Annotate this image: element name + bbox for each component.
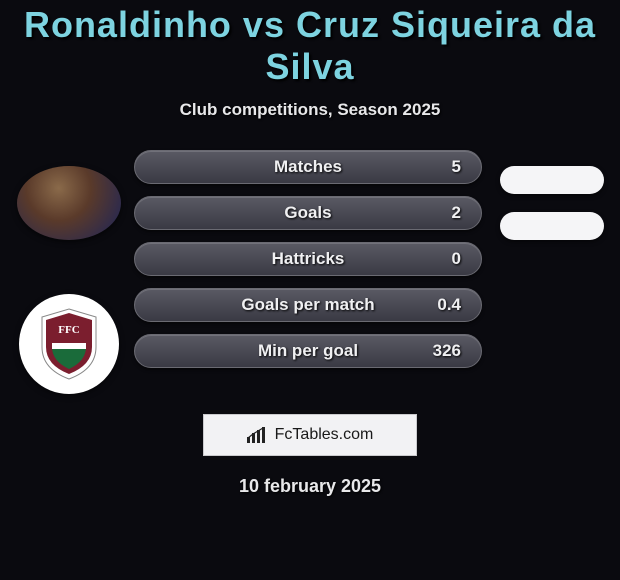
page-title: Ronaldinho vs Cruz Siqueira da Silva xyxy=(0,4,620,88)
shield-icon: FFC xyxy=(38,307,100,381)
club-logo: FFC xyxy=(19,294,119,394)
stat-value: 0 xyxy=(452,249,461,269)
right-column xyxy=(488,150,616,240)
date-text: 10 february 2025 xyxy=(0,476,620,497)
stat-row-matches: Matches 5 xyxy=(134,150,482,184)
blank-pill xyxy=(500,212,604,240)
stat-row-min-per-goal: Min per goal 326 xyxy=(134,334,482,368)
stats-bars: Matches 5 Goals 2 Hattricks 0 Goals per … xyxy=(134,150,488,368)
bar-chart-icon xyxy=(247,427,269,443)
stat-row-goals-per-match: Goals per match 0.4 xyxy=(134,288,482,322)
stat-value: 0.4 xyxy=(437,295,461,315)
stat-row-goals: Goals 2 xyxy=(134,196,482,230)
source-badge: FcTables.com xyxy=(203,414,417,456)
stat-value: 2 xyxy=(452,203,461,223)
subtitle: Club competitions, Season 2025 xyxy=(0,100,620,120)
stat-label: Goals per match xyxy=(241,295,374,315)
player-avatar xyxy=(17,166,121,240)
stat-label: Min per goal xyxy=(258,341,358,361)
infographic-container: Ronaldinho vs Cruz Siqueira da Silva Clu… xyxy=(0,0,620,497)
main-row: FFC Matches 5 Goals 2 Hattricks 0 Goals … xyxy=(0,150,620,394)
stat-label: Matches xyxy=(274,157,342,177)
stat-value: 5 xyxy=(452,157,461,177)
stat-label: Goals xyxy=(284,203,331,223)
stat-value: 326 xyxy=(433,341,461,361)
svg-text:FFC: FFC xyxy=(58,324,79,336)
left-column: FFC xyxy=(4,150,134,394)
source-text: FcTables.com xyxy=(275,426,374,444)
blank-pill xyxy=(500,166,604,194)
stat-label: Hattricks xyxy=(272,249,345,269)
stat-row-hattricks: Hattricks 0 xyxy=(134,242,482,276)
